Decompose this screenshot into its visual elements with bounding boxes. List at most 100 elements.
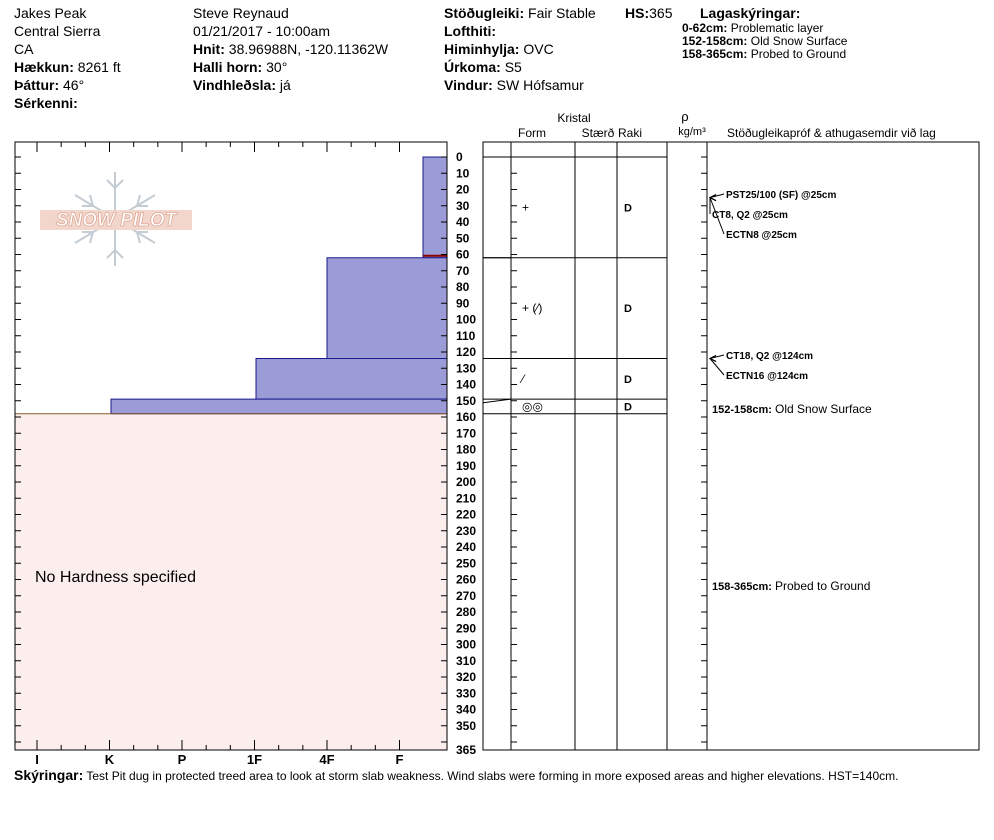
layer-rows: + D + (⁄) D ⁄ D ◎◎ D [511, 156, 667, 415]
depth-tick-label: 290 [456, 621, 476, 635]
hs-value: 365 [649, 5, 673, 21]
coords-value: 38.96988N, -120.11362W [228, 41, 389, 57]
depth-tick-label: 190 [456, 459, 476, 473]
depth-tick-label: 330 [456, 686, 476, 700]
test-label: CT8, Q2 @25cm [712, 210, 788, 221]
comment-range: 158-365cm: [712, 581, 775, 593]
hardness-top-ticks [15, 142, 447, 750]
moisture-value: D [624, 202, 632, 214]
test-label: PST25/100 (SF) @25cm [726, 190, 836, 201]
legend-text: Probed to Ground [750, 47, 847, 61]
location: Jakes Peak [14, 5, 87, 21]
hardness-tick-label: 4F [319, 752, 334, 766]
observer: Steve Reynaud [193, 5, 289, 21]
rho-header: ρ [681, 109, 688, 124]
header-col-2: Steve Reynaud 01/21/2017 - 10:00am Hnit:… [193, 4, 388, 94]
depth-tick-label: 280 [456, 605, 476, 619]
depth-axis-labels: 0 10 20 30 40 50 60 70 80 90 100 110 120 130 140 150 160… [456, 150, 476, 757]
wind-value: SW Hófsamur [496, 77, 584, 93]
skyringar-text: Test Pit dug in protected treed area to … [86, 769, 899, 783]
coords: Hnit: 38.96988N, -120.11362W [193, 40, 388, 58]
depth-tick-label: 230 [456, 524, 476, 538]
hardness-plot-frame [14, 141, 448, 751]
features: Sérkenni: [14, 94, 121, 112]
header-col-1: Jakes Peak Central Sierra CA Hækkun: 826… [14, 4, 121, 112]
stability-label: Stöðugleiki: [444, 5, 525, 21]
test-arrow [708, 194, 717, 202]
precip-label: Úrkoma: [444, 59, 501, 75]
hardness-bar [110, 398, 448, 415]
sky-value: OVC [523, 41, 554, 57]
depth-tick-label: 240 [456, 540, 476, 554]
stability-value: Fair Stable [528, 5, 596, 21]
depth-tick-label: 110 [456, 329, 476, 343]
aspect-label: Þáttur: [14, 77, 60, 93]
legend-line: 0-62cm: Problematic layer [682, 22, 847, 35]
depth-tick-label: 300 [456, 638, 476, 652]
depth-tick-label: 310 [456, 654, 476, 668]
depth-tick-label: 350 [456, 719, 476, 733]
air-temp-label: Lofthiti: [444, 23, 497, 39]
depth-tick-label: 40 [456, 215, 470, 229]
datetime: 01/21/2017 - 10:00am [193, 23, 330, 39]
state: CA [14, 41, 34, 57]
legend-range: 152-158cm: [682, 34, 748, 48]
moisture-value: D [624, 303, 632, 315]
comments-footer: Skýringar: Test Pit dug in protected tre… [14, 767, 898, 783]
hardness-bar [422, 156, 448, 259]
depth-tick-label: 80 [456, 280, 470, 294]
hardness-bar [326, 257, 448, 359]
depth-tick-label: 270 [456, 589, 476, 603]
depth-tick-label: 220 [456, 508, 476, 522]
legend-range: 0-62cm: [682, 21, 728, 35]
comment-text: Probed to Ground [775, 579, 870, 593]
range: Central Sierra [14, 23, 101, 39]
moisture-header: Raki [618, 126, 642, 140]
depth-tick-label: 10 [456, 166, 470, 180]
slope: Halli horn: 30° [193, 58, 388, 76]
depth-tick-label: 170 [456, 426, 476, 440]
depth-tick-label: 130 [456, 361, 476, 375]
aspect: Þáttur: 46° [14, 76, 121, 94]
grid-ticks [511, 156, 707, 743]
size-header: Stærð [582, 126, 615, 140]
depth-tick-label: 365 [456, 743, 476, 757]
layer-connector [482, 398, 512, 404]
coords-label: Hnit: [193, 41, 225, 57]
depth-tick-label: 320 [456, 670, 476, 684]
hardness-tick-label: P [178, 752, 187, 766]
wind-loading: Vindhleðsla: já [193, 76, 388, 94]
hardness-tick-label: I [35, 752, 39, 766]
depth-tick-label: 20 [456, 183, 470, 197]
skyringar-label: Skýringar: [14, 767, 84, 783]
no-hardness-label: No Hardness specified [35, 569, 196, 586]
depth-tick-label: 100 [456, 313, 476, 327]
test-leader [709, 197, 725, 235]
layer-legend: Lagaskýringar: 0-62cm: Problematic layer… [682, 4, 847, 61]
test-leader [709, 354, 725, 359]
depth-tick-label: 30 [456, 199, 470, 213]
layer-comment: 152-158cm: Old Snow Surface [712, 402, 872, 416]
test-label: ECTN8 @25cm [726, 230, 797, 241]
depth-tick-label: 160 [456, 410, 476, 424]
comment-text: Old Snow Surface [775, 402, 872, 416]
depth-tick-label: 200 [456, 475, 476, 489]
depth-tick-label: 0 [456, 150, 463, 164]
hardness-tick-label: 1F [247, 752, 262, 766]
hardness-tick-label: K [105, 752, 115, 766]
hardness-tick-labels: I K P 1F 4F F [35, 752, 403, 766]
wind-label: Vindur: [444, 77, 493, 93]
air-temp: Lofthiti: [444, 22, 596, 40]
depth-tick-label: 90 [456, 296, 470, 310]
test-label: CT18, Q2 @124cm [726, 351, 813, 362]
hardness-bars [15, 156, 448, 415]
form-header: Form [518, 126, 546, 140]
depth-tick-label: 50 [456, 231, 470, 245]
comment-range: 152-158cm: [712, 404, 775, 416]
crystal-header: Kristal [557, 111, 590, 125]
precip-value: S5 [504, 59, 522, 75]
grain-form: + (⁄) [522, 301, 542, 315]
layer-comment: 158-365cm: Probed to Ground [712, 579, 870, 593]
wind-loading-label: Vindhleðsla: [193, 77, 276, 93]
test-arrow [708, 355, 717, 362]
